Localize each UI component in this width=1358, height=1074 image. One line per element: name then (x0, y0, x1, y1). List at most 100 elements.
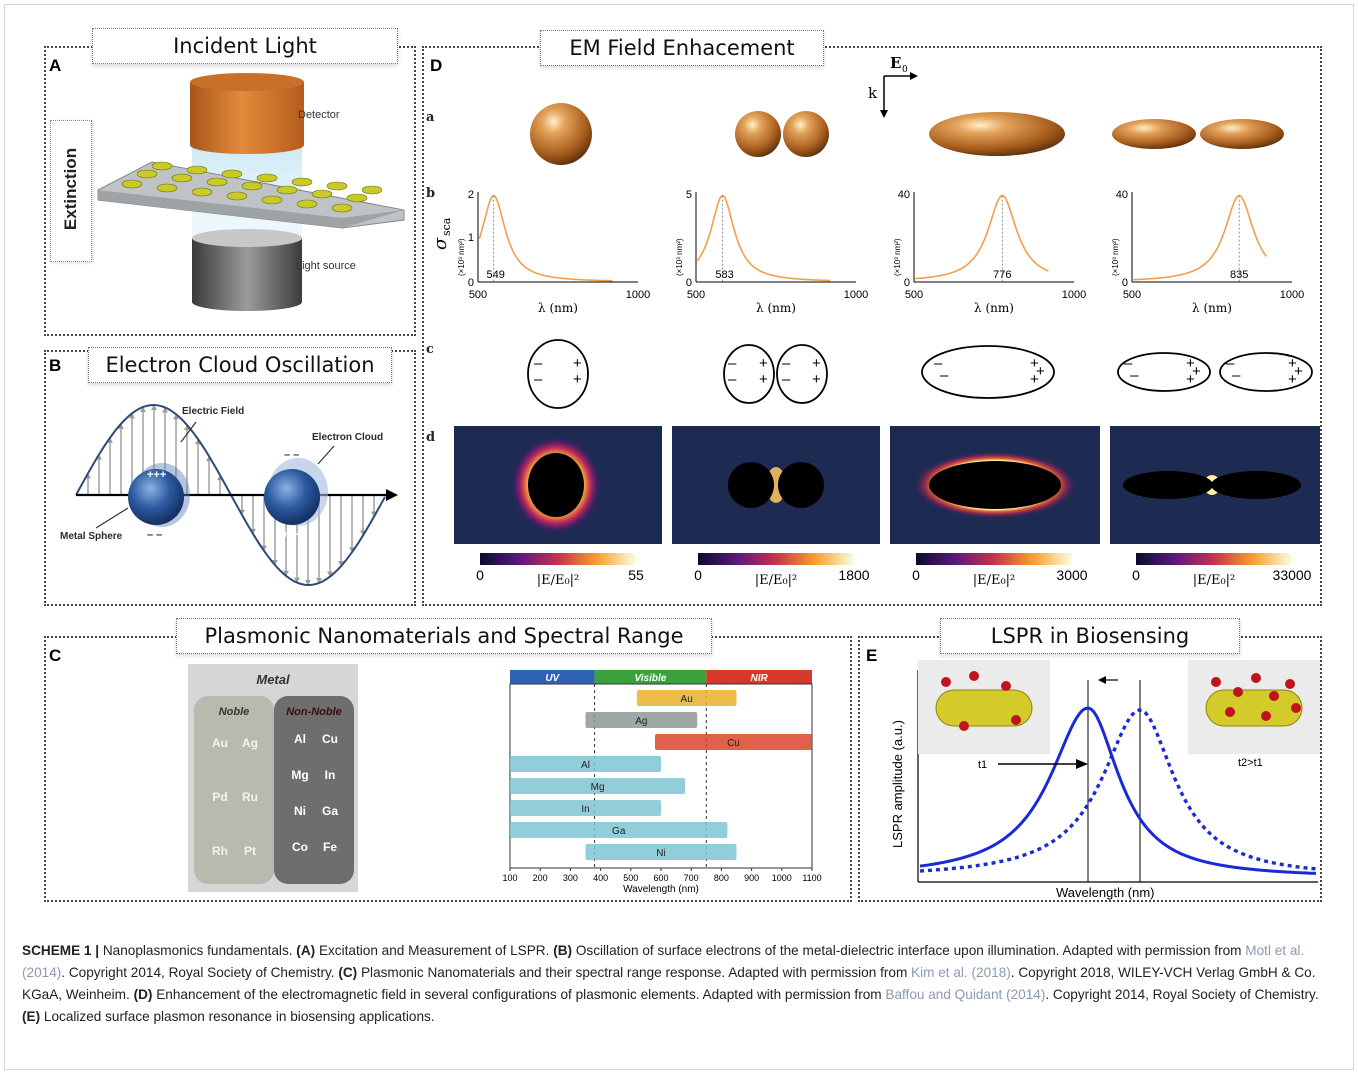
colorbar (916, 553, 1072, 565)
field-enhancement-maps: 0 55 |E/E₀|² 0 1800 |E/E₀|² 0 3000 |E/E₀|² 0 33000… (454, 426, 1320, 588)
gold-spheroid-dimer-2 (1200, 119, 1284, 149)
material-range-bar (510, 800, 661, 816)
charge-dimer-2 (776, 344, 828, 404)
field-arrowhead (272, 560, 278, 566)
gold-spheroid-dimer-1 (1112, 119, 1196, 149)
svg-text:+: + (1030, 371, 1039, 388)
colorbar-max: 1800 (838, 567, 869, 583)
spectrum-ytick: 0 (904, 277, 910, 289)
field-arrowhead (184, 424, 190, 430)
element-symbol: Fe (322, 840, 337, 854)
charge-plus-left: +++ (147, 469, 166, 481)
nonnoble-header: Non-Noble (286, 706, 342, 718)
spectral-band (510, 670, 595, 684)
e0-k-axes: E 0 k (868, 54, 918, 118)
field-arrowhead (294, 577, 300, 583)
spectrum-curve (1133, 194, 1268, 281)
svg-text:–: – (782, 371, 791, 388)
element-symbol: Pd (212, 790, 228, 804)
reference-link-kim[interactable]: Kim et al. (2018) (911, 965, 1011, 980)
svg-text:–: – (1124, 355, 1133, 372)
spectrum-unit: (×10³ nm²) (1111, 238, 1120, 276)
metal-sphere-label: Metal Sphere (60, 531, 123, 542)
metal-sphere-right (264, 469, 320, 525)
element-symbol: Co (292, 840, 308, 854)
element-symbol: Pt (244, 844, 256, 858)
charge-spheroid (921, 345, 1055, 399)
spectrum-unit: (×10³ nm²) (893, 238, 902, 276)
lspr-setup-illustration: Detector Light source (97, 73, 405, 311)
colorbar-label: |E/E₀|² (537, 573, 580, 588)
panel-d-title: EM Field Enhacement (540, 30, 824, 66)
spectrum-xtick: 1000 (844, 289, 868, 301)
spectrum-peak-label: 776 (993, 269, 1011, 281)
spectrum-curve (696, 194, 831, 282)
colorbar-min: 0 (912, 567, 920, 583)
svg-text:+: + (1192, 363, 1201, 380)
metal-classification: Metal Noble Au Ag Pd Ru Rh Pt Non-Noble Al Cu M… (188, 664, 358, 892)
charge-sphere (527, 339, 589, 409)
panel-d (422, 46, 1322, 606)
svg-text:–: – (1130, 367, 1139, 384)
svg-text:+: + (1288, 371, 1297, 388)
charge-spheroid-dimer-1 (1117, 352, 1211, 392)
e-xlabel: Wavelength (nm) (1056, 885, 1155, 900)
material-range-bar (510, 756, 661, 772)
range-xtick: 700 (684, 873, 699, 883)
field-arrowhead (283, 570, 289, 576)
noble-header: Noble (218, 706, 250, 718)
spectrum-xtick: 500 (687, 289, 705, 301)
t1-arrow (1076, 759, 1088, 769)
range-plot-frame (509, 683, 813, 869)
range-xtick: 1000 (772, 873, 792, 883)
spectrum-unit: (×10³ nm²) (457, 238, 466, 276)
spectrum-xlabel: λ (nm) (756, 301, 796, 315)
material-range-bar (510, 822, 728, 838)
colorbar-label: |E/E₀|² (1193, 573, 1236, 588)
spectrum-xtick: 500 (905, 289, 923, 301)
svg-text:–: – (534, 371, 543, 388)
svg-text:–: – (1226, 355, 1235, 372)
colorbar-min: 0 (694, 567, 702, 583)
e0-subscript: 0 (902, 65, 908, 75)
field-arrowhead (305, 579, 311, 585)
svg-text:+: + (1294, 363, 1303, 380)
svg-text:+: + (812, 371, 821, 388)
svg-text:+: + (1186, 371, 1195, 388)
material-range-label: Cu (727, 738, 740, 749)
range-xtick: 200 (533, 873, 548, 883)
reference-link-baffou[interactable]: Baffou and Quidant (2014) (885, 987, 1046, 1002)
charge-minus-right: – – (284, 449, 299, 461)
range-xtick: 400 (593, 873, 608, 883)
spectrum-peak-label: 583 (715, 269, 733, 281)
range-xtick: 900 (744, 873, 759, 883)
particle-renderings (530, 103, 1284, 165)
colorbar-max: 33000 (1273, 567, 1312, 583)
shift-arrow (1098, 676, 1106, 684)
spectrum-t2 (919, 708, 1317, 873)
electron-oscillation-diagram: +++ – – – – +++ Electric Field Electron … (60, 403, 398, 586)
light-source-cylinder (192, 238, 302, 311)
material-range-label: Ni (656, 848, 665, 859)
metal-header: Metal (256, 672, 290, 687)
row-label-a: a (426, 110, 435, 125)
reference-link-motl[interactable]: Motl et al. (2014) (22, 943, 1305, 980)
material-range-bar (585, 712, 698, 728)
panel-e-letter: E (866, 646, 878, 665)
detector-label: Detector (298, 109, 340, 121)
range-xtick: 100 (502, 873, 517, 883)
spectrum-ytick: 0 (686, 277, 692, 289)
detector-cylinder (190, 82, 304, 154)
charge-plus-right: +++ (282, 529, 301, 541)
field-arrowhead (118, 423, 124, 429)
field-arrowhead (151, 405, 157, 411)
light-source-label: Light source (296, 260, 356, 272)
panel-a-letter: A (49, 56, 62, 75)
spectrum-ytick: 0 (1122, 277, 1128, 289)
figure-caption: SCHEME 1 | Nanoplasmonics fundamentals. … (22, 943, 1319, 1024)
field-arrowhead (173, 414, 179, 420)
svg-text:–: – (728, 371, 737, 388)
figure-frame (4, 4, 1354, 1070)
colorbar-min: 0 (1132, 567, 1140, 583)
